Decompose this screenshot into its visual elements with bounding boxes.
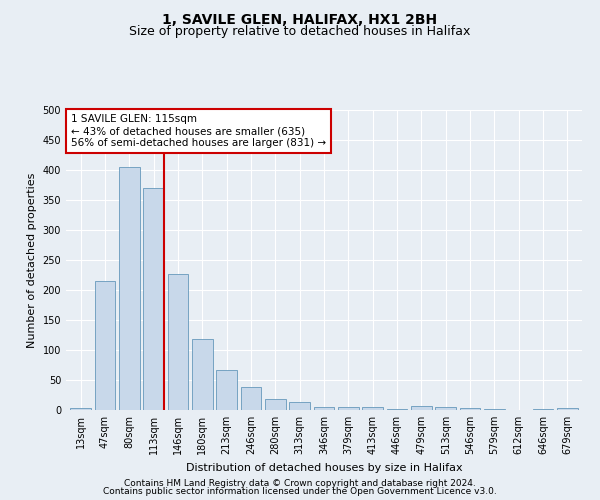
- Bar: [70, 408, 91, 410]
- Bar: [386, 409, 407, 410]
- Bar: [143, 188, 164, 410]
- Text: 1, SAVILE GLEN, HALIFAX, HX1 2BH: 1, SAVILE GLEN, HALIFAX, HX1 2BH: [163, 12, 437, 26]
- Bar: [167, 274, 188, 410]
- Text: Contains public sector information licensed under the Open Government Licence v3: Contains public sector information licen…: [103, 487, 497, 496]
- Bar: [289, 402, 310, 410]
- X-axis label: Distribution of detached houses by size in Halifax: Distribution of detached houses by size …: [185, 462, 463, 472]
- Bar: [192, 339, 212, 410]
- Text: 1 SAVILE GLEN: 115sqm
← 43% of detached houses are smaller (635)
56% of semi-det: 1 SAVILE GLEN: 115sqm ← 43% of detached …: [71, 114, 326, 148]
- Y-axis label: Number of detached properties: Number of detached properties: [27, 172, 37, 348]
- Bar: [241, 387, 262, 410]
- Text: Size of property relative to detached houses in Halifax: Size of property relative to detached ho…: [130, 25, 470, 38]
- Bar: [557, 408, 578, 410]
- Bar: [436, 407, 456, 410]
- Bar: [362, 407, 383, 410]
- Bar: [460, 408, 481, 410]
- Bar: [216, 370, 237, 410]
- Bar: [95, 281, 115, 410]
- Bar: [314, 407, 334, 410]
- Bar: [338, 407, 359, 410]
- Bar: [265, 398, 286, 410]
- Text: Contains HM Land Registry data © Crown copyright and database right 2024.: Contains HM Land Registry data © Crown c…: [124, 478, 476, 488]
- Bar: [411, 406, 432, 410]
- Bar: [119, 167, 140, 410]
